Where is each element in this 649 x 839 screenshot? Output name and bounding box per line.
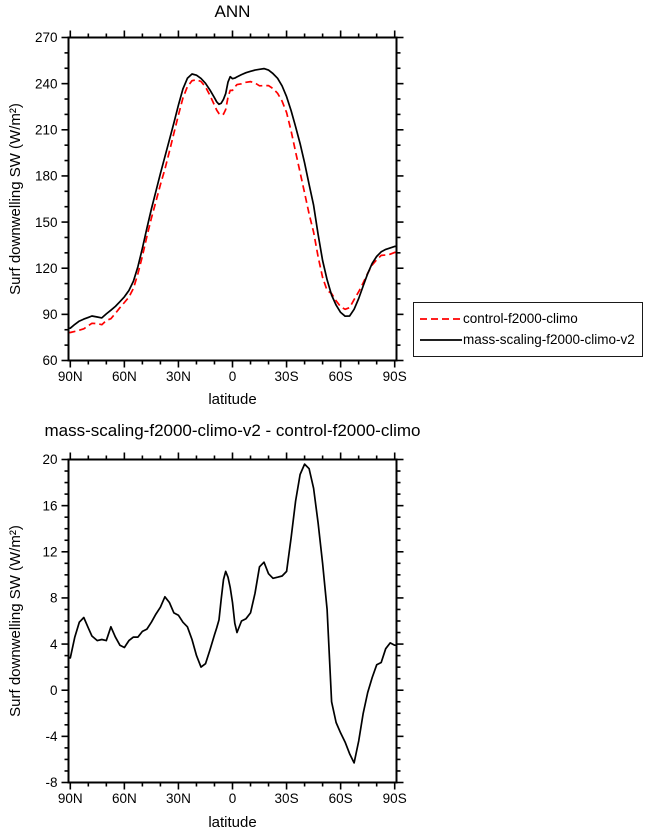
x-tick-label: 90N bbox=[58, 791, 83, 806]
x-tick-label: 30S bbox=[275, 369, 299, 384]
y-tick-label: 60 bbox=[42, 353, 57, 368]
x-tick-label: 0 bbox=[229, 791, 237, 806]
y-tick-label: -4 bbox=[45, 729, 57, 744]
y-tick-label: 120 bbox=[35, 261, 58, 276]
x-tick-label: 30N bbox=[166, 369, 191, 384]
series-line-control-f2000-climo bbox=[68, 78, 397, 334]
y-tick-label: 90 bbox=[42, 307, 57, 322]
x-tick-label: 90S bbox=[383, 369, 407, 384]
x-tick-label: 0 bbox=[229, 369, 237, 384]
plot-box bbox=[67, 36, 398, 362]
plot-box bbox=[67, 458, 398, 784]
y-tick-label: 150 bbox=[35, 215, 58, 230]
legend-entry-control: control-f2000-climo bbox=[419, 312, 638, 326]
ann-chart-title: ANN bbox=[214, 2, 251, 21]
x-tick-label: 90S bbox=[383, 791, 407, 806]
legend-line-dashed-icon bbox=[420, 318, 462, 320]
x-tick-label: 60N bbox=[112, 369, 137, 384]
x-tick-label: 30S bbox=[275, 791, 299, 806]
tick-labels: 60 90 120 150 180 210 240 270 90N 60N 30N 0 30S 60S 90… bbox=[35, 30, 407, 384]
ann-plot: 60 90 120 150 180 210 240 270 90N 60N 30N 0 30S 60S 90… bbox=[35, 30, 407, 384]
legend-entry-mass-scaling: mass-scaling-f2000-climo-v2 bbox=[419, 333, 638, 347]
y-tick-label: 8 bbox=[50, 591, 58, 606]
axis-ticks bbox=[61, 452, 404, 790]
x-tick-label: 90N bbox=[58, 369, 83, 384]
series-line-mass-scaling-f2000-climo-v2 bbox=[68, 67, 397, 330]
y-tick-label: 180 bbox=[35, 169, 58, 184]
tick-labels: -8 -4 0 4 8 12 16 20 90N 60N 30N 0 30S 60S 90S bbox=[42, 452, 406, 806]
legend-label-mass-scaling: mass-scaling-f2000-climo-v2 bbox=[463, 332, 635, 348]
difference-x-axis-label: latitude bbox=[208, 814, 257, 831]
difference-chart-title: mass-scaling-f2000-climo-v2 - control-f2… bbox=[44, 421, 421, 440]
legend-box: control-f2000-climo mass-scaling-f2000-c… bbox=[413, 302, 643, 357]
series-line-mass-scaling-f2000-climo-v2 - control-f2000-climo bbox=[68, 463, 397, 764]
y-tick-label: 210 bbox=[35, 122, 58, 137]
y-tick-label: 0 bbox=[50, 683, 58, 698]
difference-plot: -8 -4 0 4 8 12 16 20 90N 60N 30N 0 30S 60S 90S bbox=[42, 452, 406, 806]
x-tick-label: 60N bbox=[112, 791, 137, 806]
y-tick-label: 4 bbox=[50, 637, 58, 652]
x-tick-label: 30N bbox=[166, 791, 191, 806]
ann-y-axis-label: Surf downwelling SW (W/m²) bbox=[6, 103, 24, 295]
ann-x-axis-label: latitude bbox=[208, 391, 257, 408]
legend-label-control: control-f2000-climo bbox=[463, 311, 578, 327]
x-tick-label: 60S bbox=[329, 369, 353, 384]
legend-line-solid-icon bbox=[420, 339, 462, 341]
y-tick-label: 20 bbox=[42, 452, 57, 467]
y-tick-label: 12 bbox=[42, 544, 57, 559]
y-tick-label: 240 bbox=[35, 76, 58, 91]
y-tick-label: 270 bbox=[35, 30, 58, 45]
difference-y-axis-label: Surf downwelling SW (W/m²) bbox=[6, 525, 24, 717]
x-tick-label: 60S bbox=[329, 791, 353, 806]
y-tick-label: -8 bbox=[45, 775, 57, 790]
axis-ticks bbox=[61, 30, 404, 368]
y-tick-label: 16 bbox=[42, 498, 57, 513]
